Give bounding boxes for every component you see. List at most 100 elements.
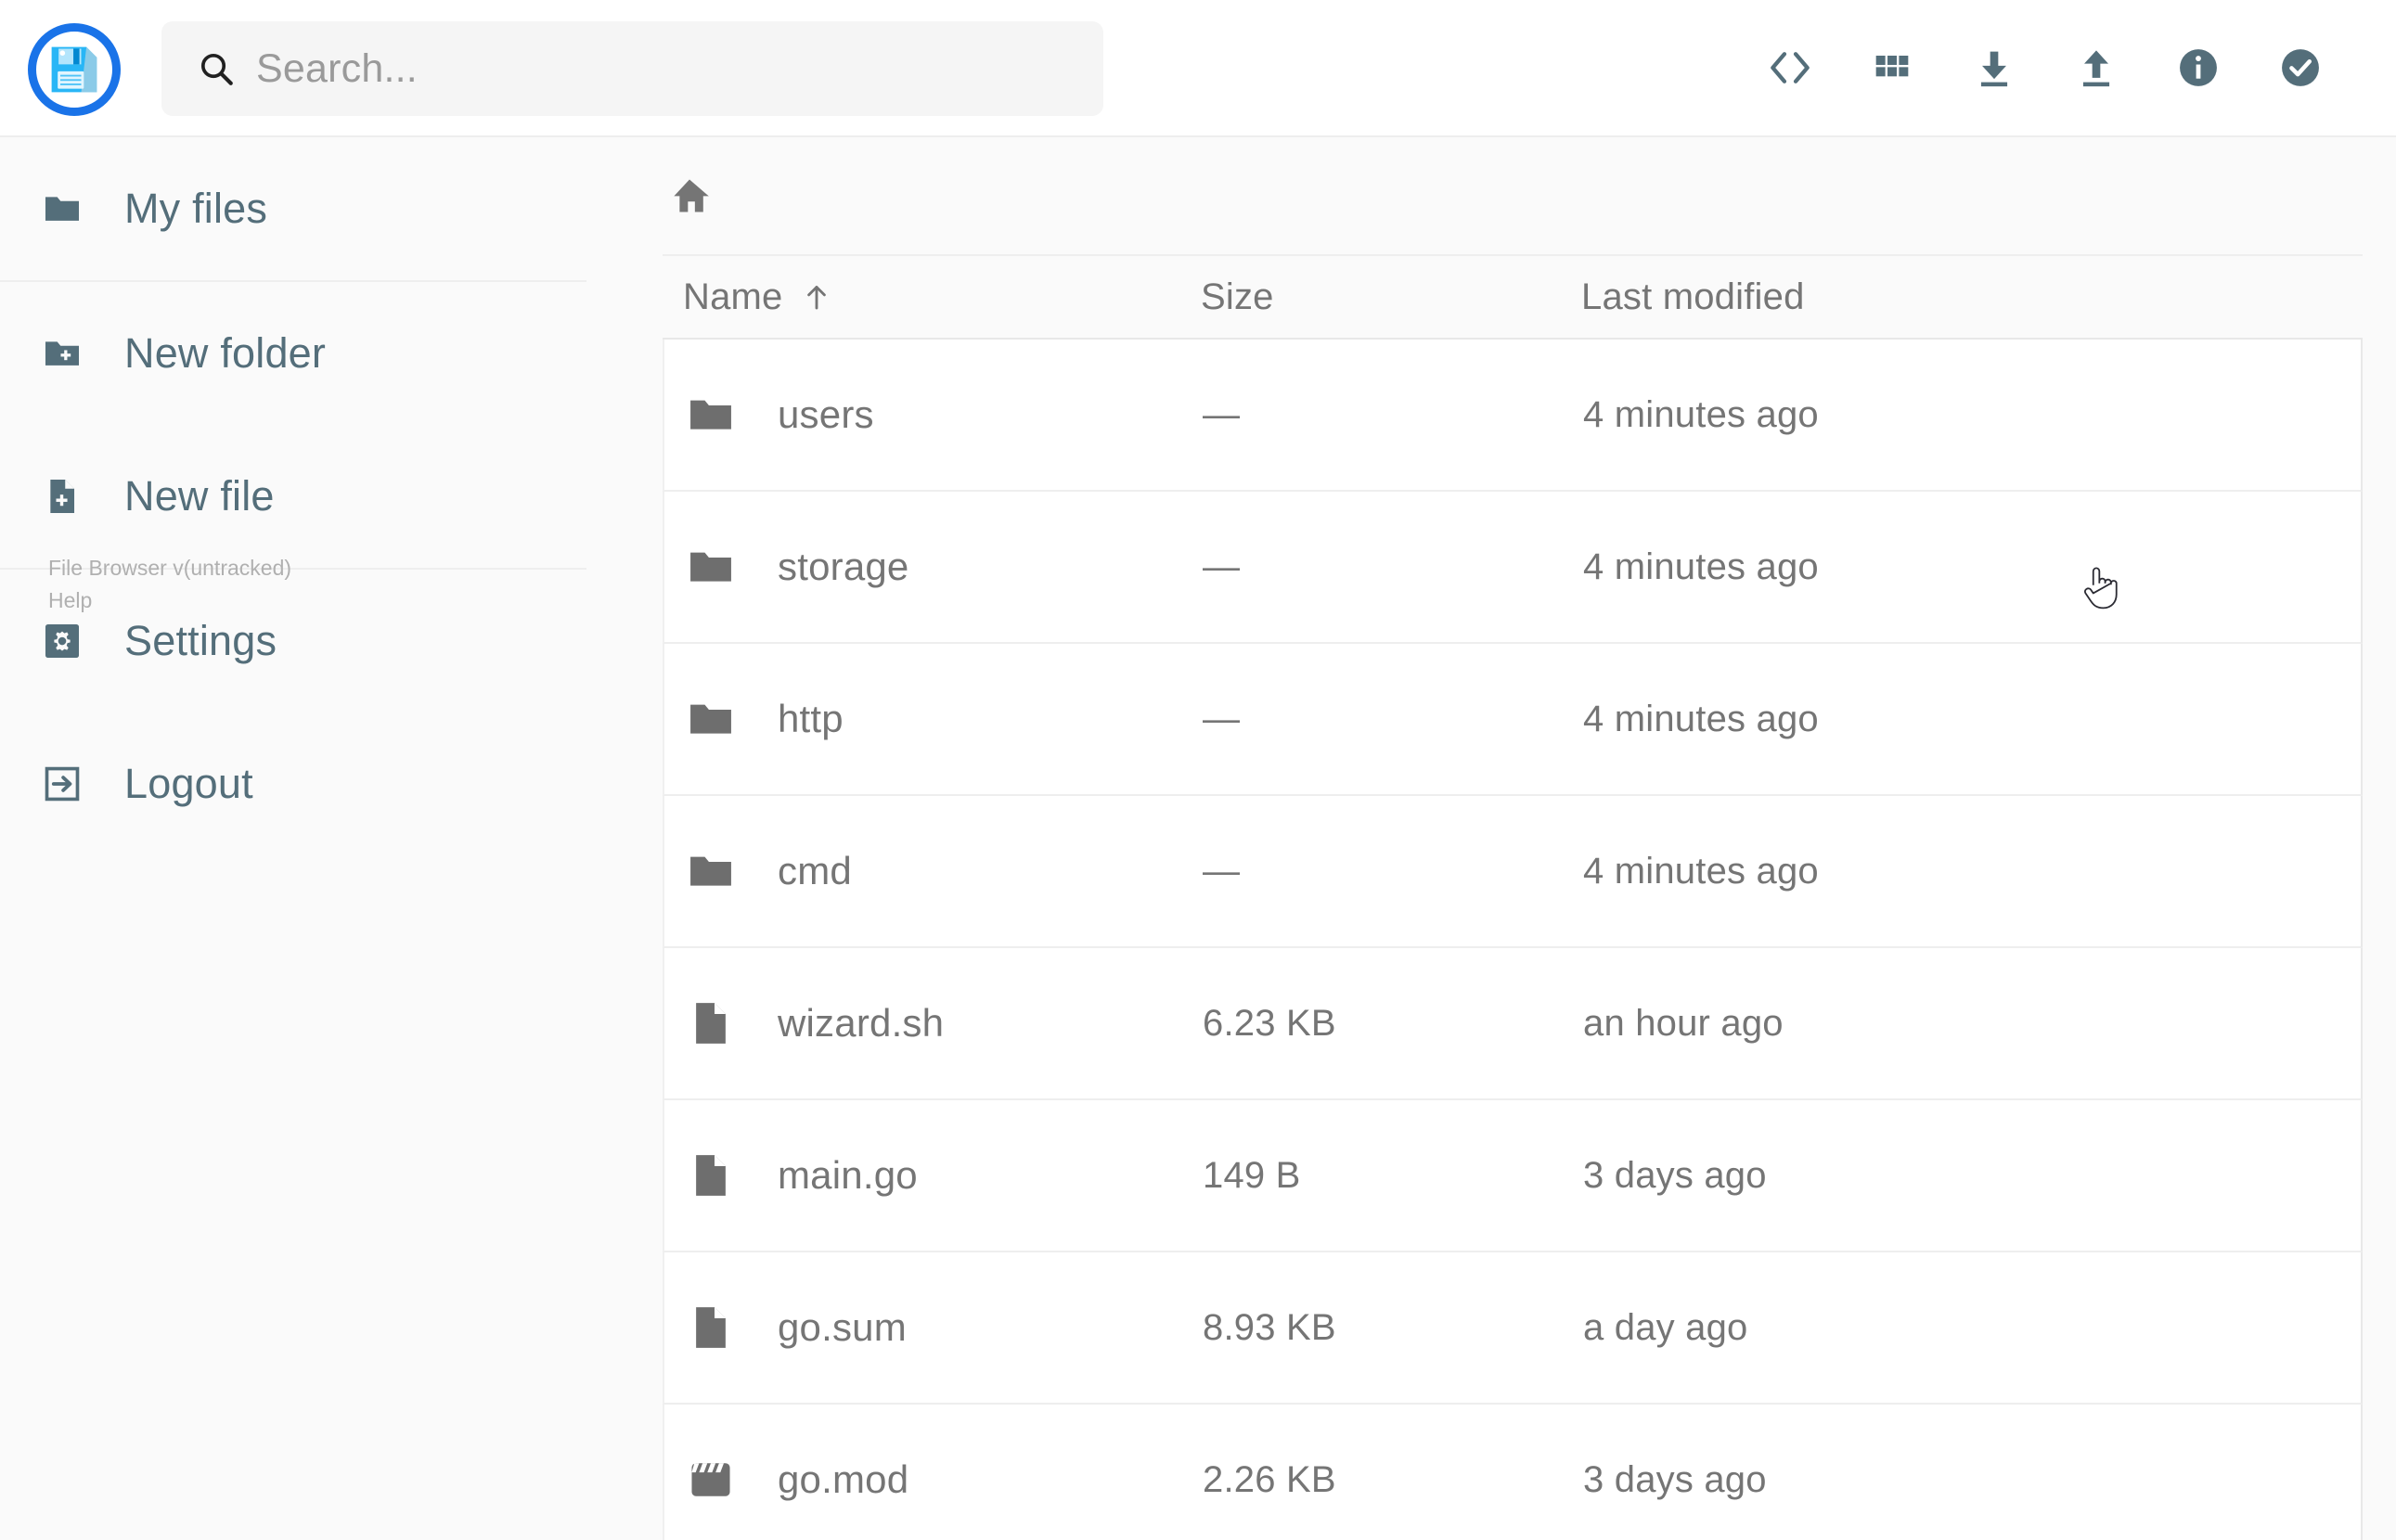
row-name-cell: go.mod	[664, 1454, 1203, 1506]
sidebar-item-new-folder[interactable]: New folder	[0, 282, 663, 425]
table-row[interactable]: main.go 149 B 3 days ago	[663, 1100, 2363, 1252]
row-last-modified: 3 days ago	[1583, 1154, 1767, 1196]
download-icon	[1980, 51, 2008, 87]
row-file-name: users	[778, 392, 874, 436]
row-last-modified: 4 minutes ago	[1583, 545, 1819, 587]
logout-icon	[41, 763, 84, 805]
row-file-size: —	[1203, 545, 1241, 587]
row-last-modified: an hour ago	[1583, 1002, 1784, 1044]
row-file-name: cmd	[778, 849, 852, 892]
row-last-modified: 4 minutes ago	[1583, 698, 1819, 739]
row-file-size: 6.23 KB	[1203, 1002, 1336, 1044]
table-row[interactable]: go.mod 2.26 KB 3 days ago	[663, 1405, 2363, 1540]
row-name-cell: storage	[664, 541, 1203, 593]
table-row[interactable]: wizard.sh 6.23 KB an hour ago	[663, 948, 2363, 1100]
row-file-name: go.mod	[778, 1457, 909, 1501]
table-row[interactable]: users — 4 minutes ago	[663, 340, 2363, 492]
listing-header: Name Size Last modified	[663, 254, 2363, 340]
home-icon-button[interactable]	[665, 172, 714, 220]
folder-icon	[685, 389, 737, 441]
column-label-name: Name	[683, 276, 783, 317]
sidebar-group-create: New folder New file	[0, 282, 663, 568]
help-link[interactable]: Help	[48, 588, 93, 612]
upload-icon-button[interactable]	[2045, 17, 2147, 119]
arrow-up-icon	[806, 286, 826, 310]
file-plus-icon	[41, 475, 84, 518]
folder-icon	[685, 541, 737, 593]
info-icon-button[interactable]	[2147, 17, 2249, 119]
app-logo[interactable]	[28, 23, 121, 116]
row-last-modified: a day ago	[1583, 1306, 1748, 1348]
column-header-modified[interactable]: Last modified	[1581, 276, 1971, 318]
row-file-size: 8.93 KB	[1203, 1306, 1336, 1348]
grid-view-icon	[1875, 56, 1909, 77]
code-brackets-icon	[1771, 52, 1810, 83]
column-header-name: Name	[663, 276, 1201, 318]
header-toolbar	[1739, 0, 2351, 135]
main-content: Name Size Last modified users — 4 minutes …	[663, 137, 2396, 1540]
home-icon	[674, 179, 709, 212]
sidebar-item-label: My files	[124, 185, 268, 232]
sidebar-item-my-files[interactable]: My files	[0, 137, 663, 280]
sidebar-item-label: New file	[124, 472, 275, 520]
file-listing: Name Size Last modified users — 4 minutes …	[663, 254, 2363, 1540]
file-icon	[685, 997, 737, 1049]
row-file-name: main.go	[778, 1153, 918, 1197]
sidebar-item-label: Settings	[124, 617, 277, 664]
column-label-size: Size	[1201, 276, 1274, 317]
breadcrumb	[663, 137, 2396, 254]
sidebar-item-label: New folder	[124, 329, 327, 377]
version-label: File Browser v(untracked)	[48, 556, 292, 580]
row-file-size: 149 B	[1203, 1154, 1301, 1196]
folder-plus-icon	[41, 332, 84, 375]
table-row[interactable]: cmd — 4 minutes ago	[663, 796, 2363, 948]
upload-icon	[2082, 50, 2110, 87]
file-icon	[685, 1149, 737, 1201]
check-circle-icon-button[interactable]	[2249, 17, 2351, 119]
info-icon	[2180, 49, 2217, 86]
table-row[interactable]: storage — 4 minutes ago	[663, 492, 2363, 644]
row-file-name: http	[778, 697, 844, 740]
folder-icon	[685, 693, 737, 745]
download-icon-button[interactable]	[1943, 17, 2045, 119]
folder-icon	[41, 187, 84, 230]
row-last-modified: 4 minutes ago	[1583, 850, 1819, 892]
listing-rows: users — 4 minutes ago storage — 4 minutes ago…	[663, 340, 2363, 1540]
sidebar-group-account: Settings Logout	[0, 570, 663, 855]
row-name-cell: cmd	[664, 845, 1203, 897]
sidebar: My files New folder	[0, 137, 663, 1540]
file-icon	[685, 1302, 737, 1354]
floppy-disk-icon	[51, 46, 97, 93]
row-name-cell: go.sum	[664, 1302, 1203, 1354]
sidebar-credits: File Browser v(untracked) Help	[48, 552, 291, 617]
table-row[interactable]: http — 4 minutes ago	[663, 644, 2363, 796]
code-brackets-icon-button[interactable]	[1739, 17, 1841, 119]
search-icon	[200, 53, 233, 85]
table-row[interactable]: go.sum 8.93 KB a day ago	[663, 1252, 2363, 1405]
search-placeholder: Search...	[256, 45, 418, 91]
row-last-modified: 4 minutes ago	[1583, 393, 1819, 435]
sidebar-item-settings[interactable]: Settings	[0, 570, 663, 712]
row-file-size: —	[1203, 393, 1241, 435]
row-name-cell: users	[664, 389, 1203, 441]
row-name-cell: wizard.sh	[664, 997, 1203, 1049]
sidebar-divider-1	[0, 280, 586, 282]
sort-by-name-button[interactable]: Name	[683, 276, 1201, 318]
row-file-size: —	[1203, 850, 1241, 892]
grid-view-icon-button[interactable]	[1841, 17, 1943, 119]
row-file-name: go.sum	[778, 1305, 907, 1349]
sidebar-item-label: Logout	[124, 760, 253, 807]
app-header: Search...	[0, 0, 2396, 137]
column-header-size[interactable]: Size	[1201, 276, 1581, 318]
gear-icon	[41, 620, 84, 662]
sidebar-group-files: My files	[0, 137, 663, 280]
row-file-name: storage	[778, 545, 909, 588]
sidebar-item-new-file[interactable]: New file	[0, 425, 663, 568]
folder-icon	[685, 845, 737, 897]
row-name-cell: main.go	[664, 1149, 1203, 1201]
logo-ring	[28, 23, 121, 116]
row-file-size: 2.26 KB	[1203, 1458, 1336, 1500]
sidebar-item-logout[interactable]: Logout	[0, 712, 663, 855]
column-label-modified: Last modified	[1581, 276, 1805, 317]
search-input[interactable]: Search...	[161, 21, 1103, 116]
